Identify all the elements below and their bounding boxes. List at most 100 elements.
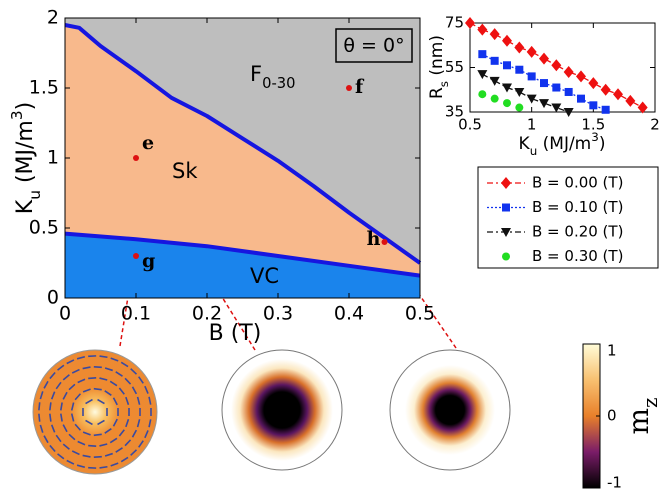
marker [551,104,561,113]
snapshot-e [222,350,342,470]
y-tick-label: 2 [47,7,59,29]
y-tick-label: 0 [47,287,59,309]
point-label: h [367,228,381,250]
marker [601,84,611,96]
x-axis-label-part: B (T) [209,321,262,346]
marker [551,59,561,71]
y-axis-label-part: ) [13,102,38,111]
colorbar-tick-label: 1 [607,342,617,360]
marker [490,28,500,40]
y-axis-label-part: (nm) [427,35,447,81]
marker [527,46,537,58]
colorbar-label-part: m [622,408,655,435]
marker [539,53,549,65]
x-axis-label-part: 3 [591,130,599,144]
spin-arrow [94,457,102,458]
marker [503,61,511,69]
marker [490,77,500,86]
y-tick-label: 75 [445,14,464,32]
marker [540,79,548,87]
y-axis-label: Ku (MJ/m3) [8,102,44,214]
marker [465,17,475,29]
y-tick-label: 1 [47,147,59,169]
state-point [133,253,139,259]
spin-arrow [94,367,102,368]
spin-arrow [39,402,40,410]
y-axis-label-part: K [13,199,38,214]
marker [514,88,524,97]
x-axis-label: Ku (MJ/m3) [519,130,606,158]
y-axis-label-part: (MJ/m [13,120,38,190]
y-tick-label: 0.5 [29,217,59,239]
spin-arrow [94,389,102,390]
legend-label: B = 0.30 (T) [532,247,623,265]
page: 00.10.20.30.40.500.511.52F0-30SkVCefghθ … [0,0,667,491]
marker [589,101,597,109]
marker [613,88,623,100]
y-axis-label: Rs (nm) [427,35,451,99]
x-axis-label-part: ) [599,134,606,154]
spin-arrow [94,434,102,435]
marker [552,84,560,92]
x-tick-label: 0 [59,303,71,325]
region-label: VC [250,264,279,288]
marker [539,99,549,108]
spin-arrow [50,414,51,422]
marker [502,204,510,212]
marker [565,88,573,96]
x-axis-label-part: (MJ/m [537,134,591,154]
marker [625,95,635,107]
spin-arrow [39,414,40,422]
marker [478,90,486,98]
marker [477,70,487,79]
y-axis-label-part: 3 [8,110,26,120]
region-label: Sk [172,159,198,183]
figure: 00.10.20.30.40.500.511.52F0-30SkVCefghθ … [0,0,667,491]
y-axis-label-part: u [26,190,44,200]
marker [477,24,487,36]
marker [491,57,499,65]
marker [478,50,486,58]
marker [602,106,610,114]
colorbar-label: mz [622,398,663,435]
spin-arrow [50,402,51,410]
x-tick-label: 0.3 [263,303,293,325]
y-tick-label: 55 [445,58,464,76]
annotation: θ = 0° [343,35,404,57]
marker [502,84,512,93]
marker [564,66,574,78]
spin-arrow [88,378,96,379]
x-tick-label: 0.1 [121,303,151,325]
legend-label: B = 0.20 (T) [532,223,623,241]
marker [577,95,585,103]
marker [491,95,499,103]
snapshot-h [390,350,510,470]
point-label: e [142,132,154,154]
colorbar-tick-label: 0 [607,407,617,425]
y-axis-label-part: R [427,87,447,99]
colorbar-label-part: z [639,398,662,408]
x-tick-label: 1 [527,115,537,133]
snapshot-g [33,350,157,474]
marker [502,35,512,47]
region-label-part: 0-30 [262,75,295,92]
marker [588,77,598,89]
region-label-part: VC [250,264,279,288]
x-tick-label: 0.4 [334,303,364,325]
point-label: g [142,250,155,272]
legend-label: B = 0.10 (T) [532,198,623,216]
marker [528,72,536,80]
marker [515,66,523,74]
state-point [133,155,139,161]
legend-label: B = 0.00 (T) [532,174,623,192]
marker [515,104,523,112]
state-point [382,239,388,245]
x-axis-label-part: u [530,144,538,158]
region-label-part: Sk [172,159,198,183]
x-tick-label: 0.5 [405,303,435,325]
marker [576,70,586,82]
state-point [346,85,352,91]
spin-arrow [88,446,96,447]
region-label-part: F [250,62,262,86]
colorbar-tick-label: -1 [607,474,622,491]
